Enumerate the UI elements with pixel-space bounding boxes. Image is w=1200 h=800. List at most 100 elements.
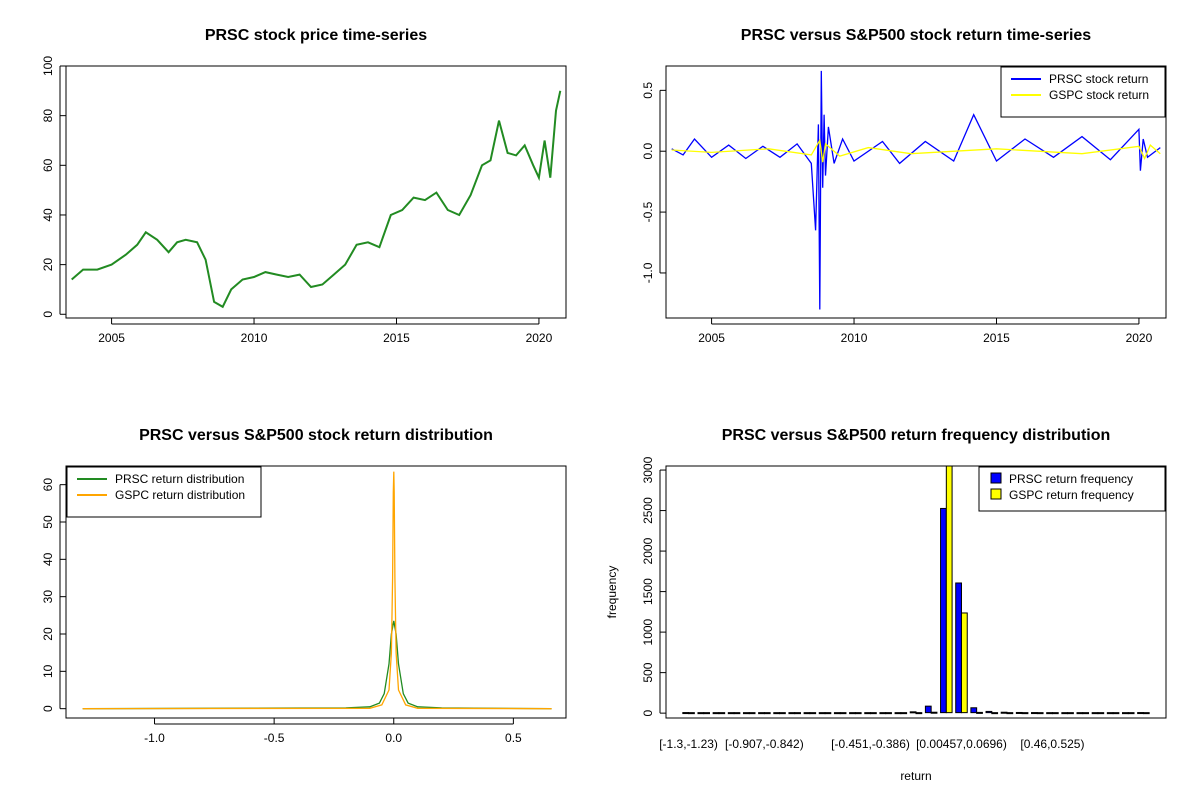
legend-swatch	[990, 472, 1002, 484]
y-tick-label: 3000	[641, 456, 655, 483]
y-tick-label: 80	[41, 109, 55, 123]
y-tick-label: 50	[41, 515, 55, 529]
y-tick-label: 1500	[641, 578, 655, 605]
y-axis-title: frequency	[605, 566, 619, 619]
chart-title: PRSC stock price time-series	[205, 27, 427, 44]
bar-gspc	[976, 711, 983, 714]
legend-label: GSPC return distribution	[115, 488, 245, 502]
bar-gspc	[1127, 712, 1135, 715]
bar-prsc	[1015, 711, 1023, 714]
plot-frame	[65, 465, 567, 719]
x-tick-label: 2005	[698, 331, 725, 345]
bar-gspc	[703, 712, 711, 715]
chart-panel-3: PRSC versus S&P500 stock return distribu…	[41, 427, 567, 745]
bar-gspc	[1112, 712, 1120, 715]
bar-gspc	[945, 466, 953, 714]
bar-gspc	[779, 712, 786, 715]
bar-prsc	[803, 712, 811, 715]
bar-gspc	[733, 712, 741, 715]
legend-swatch	[990, 488, 1002, 500]
x-tick-label: 2020	[526, 331, 553, 345]
bar-group	[682, 466, 1150, 715]
bar-gspc	[1142, 712, 1150, 715]
chart-panel-1: PRSC stock price time-series 2005 2010 2015…	[41, 27, 567, 345]
bar-gspc	[1006, 712, 1014, 715]
legend-box	[978, 466, 1166, 512]
bar-gspc	[1067, 712, 1074, 715]
bar-prsc	[833, 712, 841, 715]
bar-prsc	[818, 712, 826, 715]
bar-prsc	[940, 507, 947, 714]
bar-prsc	[1106, 712, 1114, 715]
y-tick-label: 40	[41, 552, 55, 566]
y-tick-label: 0	[641, 709, 655, 716]
bar-gspc	[960, 612, 968, 714]
bar-prsc	[1031, 712, 1038, 715]
bar-prsc	[742, 712, 750, 715]
legend: PRSC return frequency GSPC return frequen…	[978, 466, 1166, 512]
y-tick-label: 10	[41, 664, 55, 678]
y-tick-label: 0.0	[641, 143, 655, 160]
x-axis-title: return	[900, 769, 931, 783]
bar-gspc	[1097, 712, 1105, 715]
bar-gspc	[870, 712, 877, 715]
y-tick-label: 1000	[641, 618, 655, 645]
bar-prsc	[1137, 712, 1144, 715]
y-tick-label: 0.5	[641, 82, 655, 99]
bar-gspc	[1051, 712, 1059, 715]
bar-prsc	[682, 712, 690, 715]
chart-title: PRSC versus S&P500 stock return time-ser…	[741, 27, 1091, 44]
bar-prsc	[1061, 712, 1069, 715]
bar-gspc	[915, 712, 923, 715]
y-tick-label: 100	[41, 56, 55, 76]
x-category-label: [0.46,0.525)	[1020, 737, 1084, 751]
series-line-2	[82, 471, 552, 710]
legend-label: PRSC stock return	[1049, 72, 1148, 86]
bar-prsc	[1121, 712, 1129, 715]
bar-prsc	[788, 712, 796, 715]
bar-gspc	[885, 712, 892, 715]
legend-label: GSPC stock return	[1049, 88, 1149, 102]
x-tick-label: 0.5	[505, 731, 522, 745]
x-tick-label: 2020	[1126, 331, 1153, 345]
bar-gspc	[718, 712, 726, 715]
series-line-2	[671, 138, 1161, 163]
bar-prsc	[909, 711, 917, 714]
x-category-label: [-0.451,-0.386)	[831, 737, 910, 751]
chart-panel-4: PRSC versus S&P500 return frequency dist…	[605, 427, 1167, 783]
y-tick-label: 0	[41, 311, 55, 318]
x-tick-label: -0.5	[264, 731, 285, 745]
x-category-label: [-0.907,-0.842)	[725, 737, 804, 751]
legend: PRSC return distribution GSPC return dist…	[66, 466, 262, 518]
bar-prsc	[985, 710, 993, 714]
x-tick-label: 2015	[983, 331, 1010, 345]
bar-gspc	[839, 712, 847, 715]
bar-prsc	[712, 712, 720, 715]
x-tick-label: -1.0	[144, 731, 165, 745]
x-category-label: [-1.3,-1.23)	[659, 737, 718, 751]
legend-label: PRSC return distribution	[115, 472, 244, 486]
bar-prsc	[727, 712, 735, 715]
bar-prsc	[773, 712, 781, 715]
chart-title: PRSC versus S&P500 stock return distribu…	[139, 427, 493, 444]
bar-prsc	[1046, 712, 1053, 715]
bar-prsc	[894, 712, 902, 715]
bar-gspc	[991, 712, 999, 715]
bar-gspc	[1082, 712, 1090, 715]
x-category-label: [0.00457,0.0696)	[916, 737, 1007, 751]
plot-frame	[665, 65, 1167, 319]
bar-gspc	[688, 712, 695, 715]
bar-prsc	[849, 712, 856, 715]
bar-prsc	[697, 712, 705, 715]
chart-panel-2: PRSC versus S&P500 stock return time-ser…	[641, 27, 1167, 345]
plot-frame	[65, 65, 567, 319]
bar-gspc	[794, 712, 801, 715]
bar-gspc	[900, 712, 908, 715]
bar-gspc	[1021, 712, 1029, 715]
x-tick-label: 2005	[98, 331, 125, 345]
legend-box	[1000, 66, 1166, 118]
series-line-1	[82, 620, 552, 710]
y-tick-label: 60	[41, 158, 55, 172]
x-tick-label: 2010	[841, 331, 868, 345]
